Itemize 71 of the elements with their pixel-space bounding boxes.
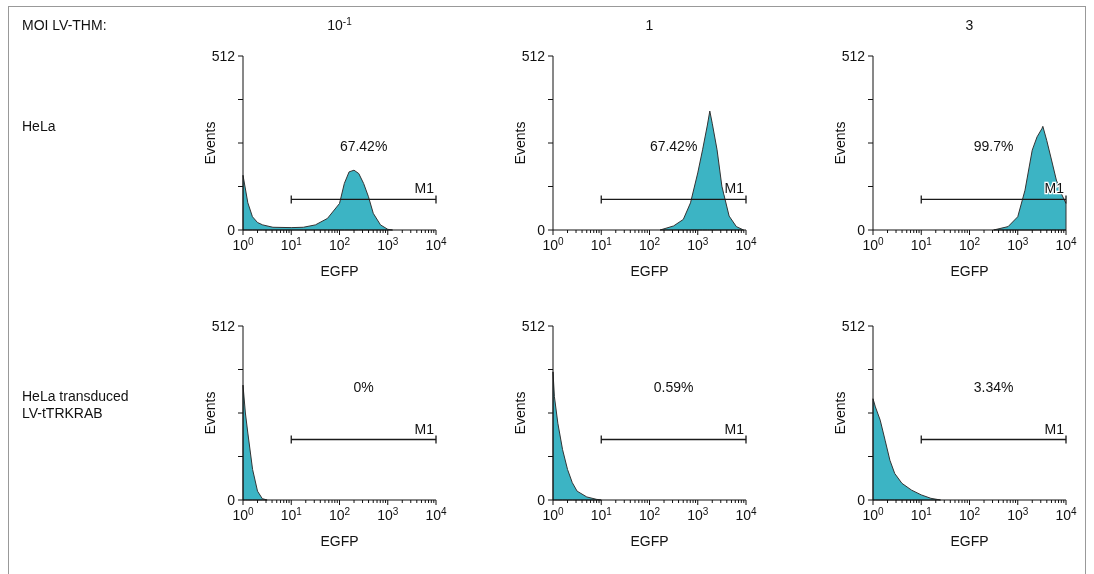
y-tick-label: 0 [857,222,866,238]
y-tick-label: 0 [857,492,866,508]
x-axis-title: EGFP [950,533,989,549]
text: HeLa transduced LV-tTRKRAB [22,388,129,421]
series-label: M1 [724,420,745,437]
x-tick-label: 10$^{4}$ [425,235,448,253]
series-label: M1 [414,180,435,197]
y-axis-title: Events [832,391,848,435]
x-tick-label: 10$^{3}$ [687,505,709,523]
x-axis-title: EGFP [950,263,989,279]
chart-title: 10$^{-1}$ [327,15,353,33]
y-tick-label: 512 [521,48,546,64]
chart-title: 3 [965,17,974,33]
x-tick-label: 10$^{2}$ [958,505,981,523]
text: HeLa [22,118,56,134]
x-tick-label: 10$^{2}$ [958,235,981,253]
annotation: 0% [353,378,374,395]
x-tick-label: 10$^{3}$ [1007,235,1029,253]
x-tick-label: 10$^{4}$ [1055,505,1078,523]
annotation: 67.42% [649,138,698,155]
y-tick-label: 512 [841,318,866,334]
x-tick-label: 10$^{0}$ [862,505,885,523]
x-tick-label: 10$^{4}$ [735,235,758,253]
y-tick-label: 0 [227,222,236,238]
y-axis-title: Events [512,391,528,435]
y-axis-title: Events [512,121,528,165]
x-axis-title: EGFP [630,263,669,279]
x-tick-label: 10$^{2}$ [328,235,351,253]
annotation: 3.34% [973,378,1014,395]
annotation: 67.42% [339,138,388,155]
y-tick-label: 512 [841,48,866,64]
annotation: 0.59% [653,378,694,395]
x-tick-label: 10$^{1}$ [910,505,933,523]
x-tick-label: 10$^{3}$ [687,235,709,253]
x-tick-label: 10$^{0}$ [862,235,885,253]
series-label: M1 [414,420,435,437]
x-tick-label: 10$^{1}$ [280,505,303,523]
y-tick-label: 512 [521,318,546,334]
x-tick-label: 10$^{0}$ [542,235,565,253]
annotation: 99.7% [973,138,1014,155]
y-axis-title: Events [202,121,218,165]
chart-title: 1 [645,17,654,33]
x-tick-label: 10$^{3}$ [1007,505,1029,523]
x-tick-label: 10$^{1}$ [910,235,933,253]
x-axis-title: EGFP [320,533,359,549]
y-tick-label: 512 [211,318,236,334]
x-tick-label: 10$^{0}$ [232,505,255,523]
y-axis-title: Events [202,391,218,435]
x-tick-label: 10$^{0}$ [232,235,255,253]
x-tick-label: 10$^{1}$ [590,235,613,253]
series-label: M1 [724,180,745,197]
x-tick-label: 10$^{4}$ [425,505,448,523]
x-tick-label: 10$^{0}$ [542,505,565,523]
y-tick-label: 0 [537,492,546,508]
x-tick-label: 10$^{3}$ [377,235,399,253]
y-tick-label: 0 [227,492,236,508]
x-tick-label: 10$^{4}$ [735,505,758,523]
y-tick-label: 0 [537,222,546,238]
x-axis-title: EGFP [320,263,359,279]
x-tick-label: 10$^{4}$ [1055,235,1078,253]
x-tick-label: 10$^{1}$ [590,505,613,523]
x-tick-label: 10$^{2}$ [638,505,661,523]
x-axis-title: EGFP [630,533,669,549]
y-tick-label: 512 [211,48,236,64]
x-tick-label: 10$^{3}$ [377,505,399,523]
x-tick-label: 10$^{1}$ [280,235,303,253]
x-tick-label: 10$^{2}$ [328,505,351,523]
text: MOI LV-THM: [22,17,107,33]
y-axis-title: Events [832,121,848,165]
series-label: M1 [1044,420,1065,437]
x-tick-label: 10$^{2}$ [638,235,661,253]
